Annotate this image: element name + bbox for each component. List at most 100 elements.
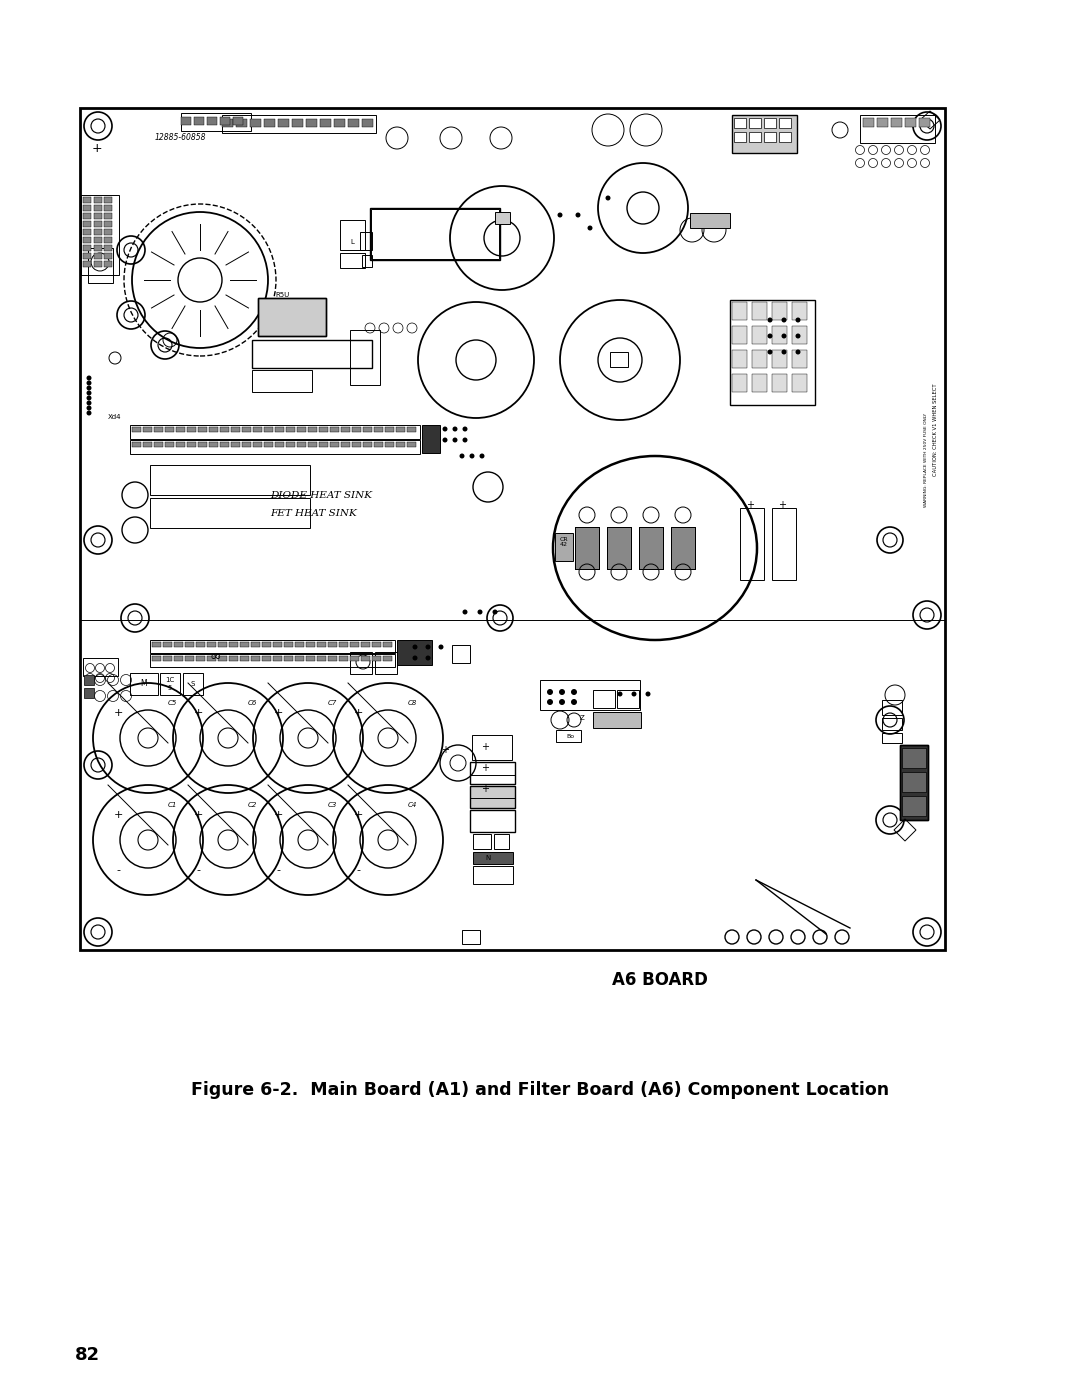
Bar (607, 527, 631, 569)
Circle shape (86, 380, 92, 386)
Circle shape (768, 334, 772, 338)
Circle shape (453, 426, 458, 432)
Bar (792, 351, 807, 367)
Bar (306, 643, 315, 647)
Bar (207, 117, 217, 124)
Bar (348, 119, 359, 127)
Text: +: + (193, 708, 203, 718)
Bar (730, 300, 815, 405)
Bar (407, 441, 416, 447)
Circle shape (606, 196, 610, 201)
Bar (198, 441, 207, 447)
Bar (264, 427, 273, 432)
Bar (104, 237, 112, 243)
Bar (575, 527, 599, 569)
Bar (262, 643, 271, 647)
Bar (407, 427, 416, 432)
Bar (792, 302, 807, 320)
Bar (194, 117, 204, 124)
Bar (249, 119, 261, 127)
Bar (350, 652, 372, 673)
Bar (593, 712, 642, 728)
Bar (83, 212, 91, 219)
Bar (556, 731, 581, 742)
Bar (453, 645, 470, 664)
Bar (882, 733, 902, 743)
Text: +: + (481, 763, 489, 773)
Bar (397, 640, 432, 665)
Bar (80, 108, 945, 950)
Bar (860, 115, 935, 142)
Text: +: + (481, 742, 489, 752)
Circle shape (796, 334, 800, 338)
Bar (593, 690, 615, 708)
Bar (87, 249, 113, 284)
Bar (350, 643, 359, 647)
Bar (473, 866, 513, 884)
Text: -: - (116, 865, 120, 875)
Bar (284, 643, 293, 647)
Bar (258, 298, 326, 337)
Bar (242, 441, 251, 447)
Bar (253, 427, 262, 432)
Text: C8: C8 (408, 700, 417, 705)
Bar (540, 680, 640, 710)
Bar (165, 427, 174, 432)
Bar (83, 261, 91, 267)
Bar (671, 527, 696, 569)
Bar (902, 773, 926, 792)
Bar (143, 441, 152, 447)
Bar (233, 117, 243, 124)
Text: C2: C2 (248, 802, 257, 807)
Text: CR
42: CR 42 (559, 536, 568, 548)
Bar (330, 427, 339, 432)
Bar (470, 761, 515, 784)
Text: -: - (356, 865, 360, 875)
Text: 82: 82 (75, 1345, 100, 1363)
Bar (242, 427, 251, 432)
Bar (772, 509, 796, 580)
Bar (275, 427, 284, 432)
Bar (319, 441, 328, 447)
Bar (882, 700, 902, 715)
Bar (150, 654, 395, 666)
Bar (174, 657, 183, 661)
Circle shape (559, 689, 565, 694)
Bar (273, 657, 282, 661)
Circle shape (443, 437, 447, 443)
Circle shape (462, 609, 468, 615)
Bar (473, 834, 491, 849)
Bar (734, 131, 746, 142)
Bar (83, 205, 91, 211)
Bar (750, 131, 761, 142)
Bar (752, 302, 767, 320)
Bar (94, 253, 102, 258)
Circle shape (426, 655, 431, 661)
Bar (732, 374, 747, 393)
Bar (328, 643, 337, 647)
Circle shape (426, 644, 431, 650)
Text: +: + (273, 708, 283, 718)
Circle shape (559, 698, 565, 705)
Text: C4: C4 (408, 802, 417, 807)
Circle shape (86, 405, 92, 411)
Bar (639, 527, 663, 569)
Bar (671, 527, 696, 569)
Text: +: + (273, 810, 283, 820)
Bar (220, 117, 230, 124)
Text: L: L (350, 239, 354, 244)
Bar (132, 427, 141, 432)
Bar (278, 119, 289, 127)
Bar (165, 441, 174, 447)
Text: WARNING: REPLACE WITH 250V FUSE ONLY: WARNING: REPLACE WITH 250V FUSE ONLY (924, 414, 928, 507)
Bar (176, 427, 185, 432)
Bar (187, 427, 195, 432)
Bar (470, 810, 515, 833)
Bar (143, 427, 152, 432)
Bar (877, 117, 888, 127)
Bar (383, 643, 392, 647)
Bar (104, 197, 112, 203)
Text: +: + (778, 500, 786, 510)
Bar (187, 441, 195, 447)
Circle shape (571, 689, 577, 694)
